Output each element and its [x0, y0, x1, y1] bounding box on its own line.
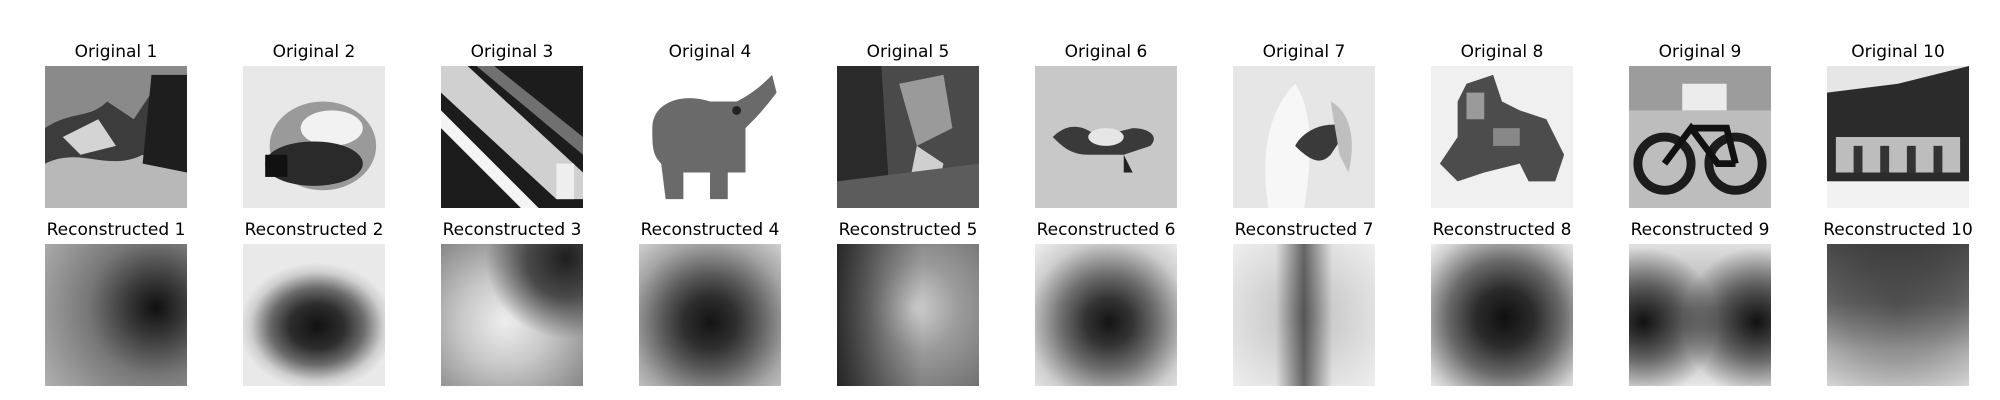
reconstructed-image-3: [441, 244, 583, 386]
original-image-5: [837, 66, 979, 208]
original-title-7: Original 7: [1262, 42, 1346, 62]
original-image-6: [1035, 66, 1177, 208]
reconstructed-title-7: Reconstructed 7: [1234, 220, 1374, 240]
original-image-9: [1629, 66, 1771, 208]
original-image-4: [639, 66, 781, 208]
reconstructed-title-6: Reconstructed 6: [1036, 220, 1176, 240]
reconstructed-title-4: Reconstructed 4: [640, 220, 780, 240]
reconstructed-image-7: [1233, 244, 1375, 386]
original-title-4: Original 4: [668, 42, 752, 62]
reconstructed-image-6: [1035, 244, 1177, 386]
original-image-7: [1233, 66, 1375, 208]
reconstructed-image-8: [1431, 244, 1573, 386]
original-title-5: Original 5: [866, 42, 950, 62]
reconstructed-image-10: [1827, 244, 1969, 386]
original-image-2: [243, 66, 385, 208]
reconstructed-title-1: Reconstructed 1: [46, 220, 186, 240]
reconstructed-image-2: [243, 244, 385, 386]
original-title-9: Original 9: [1658, 42, 1742, 62]
reconstructed-title-9: Reconstructed 9: [1630, 220, 1770, 240]
original-title-2: Original 2: [272, 42, 356, 62]
original-image-1: [45, 66, 187, 208]
reconstructed-image-1: [45, 244, 187, 386]
original-title-8: Original 8: [1460, 42, 1544, 62]
reconstructed-title-5: Reconstructed 5: [838, 220, 978, 240]
original-image-3: [441, 66, 583, 208]
reconstructed-title-3: Reconstructed 3: [442, 220, 582, 240]
original-image-10: [1827, 66, 1969, 208]
reconstructed-title-10: Reconstructed 10: [1823, 220, 1973, 240]
reconstructed-title-2: Reconstructed 2: [244, 220, 384, 240]
reconstructed-title-8: Reconstructed 8: [1432, 220, 1572, 240]
original-title-1: Original 1: [74, 42, 158, 62]
reconstructed-image-9: [1629, 244, 1771, 386]
original-title-10: Original 10: [1851, 42, 1945, 62]
original-title-3: Original 3: [470, 42, 554, 62]
reconstructed-image-4: [639, 244, 781, 386]
original-image-8: [1431, 66, 1573, 208]
reconstructed-image-5: [837, 244, 979, 386]
original-title-6: Original 6: [1064, 42, 1148, 62]
